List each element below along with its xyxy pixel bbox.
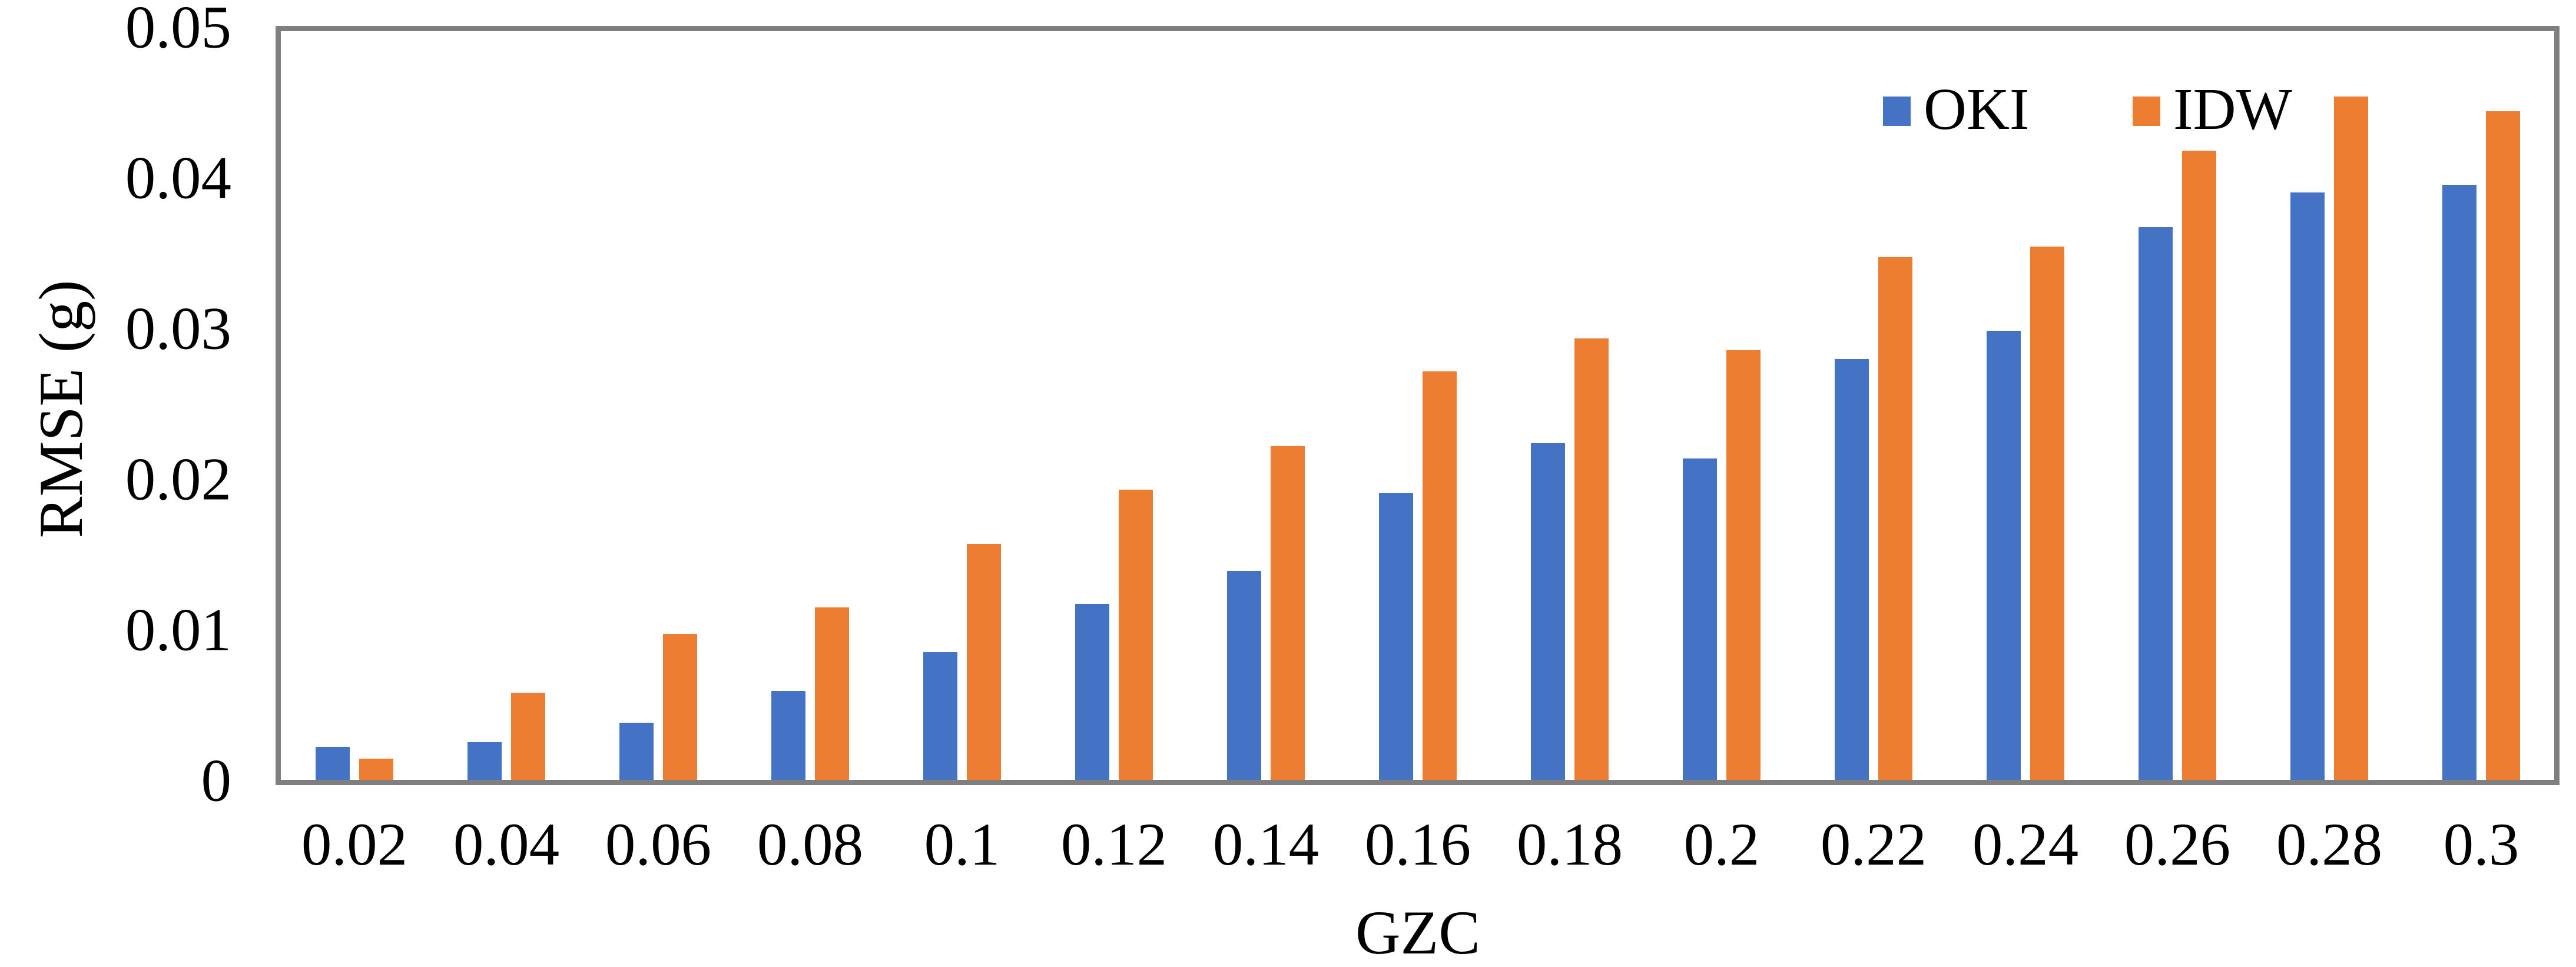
x-tick-label: 0.2 <box>1683 811 1760 878</box>
bar-oki-0.16 <box>1379 493 1413 780</box>
bar-idw-0.18 <box>1574 338 1609 780</box>
x-axis-title: GZC <box>1355 898 1480 967</box>
bar-oki-0.04 <box>468 742 502 780</box>
y-tick-label: 0.02 <box>125 445 231 513</box>
legend-label-idw: IDW <box>2173 75 2292 142</box>
bar-idw-0.02 <box>359 759 393 780</box>
x-tick-label: 0.26 <box>2124 811 2231 878</box>
legend-item-idw: IDW <box>2133 79 2292 138</box>
legend-label-oki: OKI <box>1924 75 2030 142</box>
bar-idw-0.26 <box>2182 151 2216 780</box>
bar-oki-0.22 <box>1835 359 1869 780</box>
x-tick-label: 0.06 <box>605 811 712 878</box>
y-tick-label: 0.05 <box>125 0 231 61</box>
bar-oki-0.24 <box>1987 331 2021 780</box>
bars-layer <box>281 31 2554 780</box>
bar-idw-0.04 <box>511 693 545 780</box>
bar-oki-0.26 <box>2139 227 2173 780</box>
y-tick-label: 0.04 <box>125 144 231 211</box>
x-tick-label: 0.16 <box>1364 811 1471 878</box>
bar-oki-0.08 <box>771 691 805 780</box>
bar-oki-0.14 <box>1227 571 1261 780</box>
bar-idw-0.2 <box>1726 350 1761 780</box>
y-tick-label: 0.01 <box>125 596 231 663</box>
legend-swatch-idw <box>2133 97 2160 126</box>
bar-oki-0.02 <box>316 747 350 780</box>
x-tick-label: 0.22 <box>1820 811 1927 878</box>
bar-idw-0.12 <box>1119 490 1153 780</box>
x-tick-label: 0.04 <box>453 811 560 878</box>
bar-oki-0.18 <box>1531 443 1565 780</box>
bar-oki-0.12 <box>1075 604 1109 780</box>
x-tick-label: 0.14 <box>1212 811 1320 878</box>
bar-oki-0.06 <box>619 723 654 780</box>
bar-oki-0.3 <box>2442 185 2476 780</box>
y-axis-title: RMSE (g) <box>26 280 95 539</box>
y-tick-label: 0 <box>201 746 232 814</box>
x-tick-label: 0.3 <box>2443 811 2519 878</box>
bar-oki-0.28 <box>2290 192 2325 780</box>
x-tick-label: 0.08 <box>757 811 864 878</box>
x-tick-label: 0.12 <box>1060 811 1168 878</box>
bar-idw-0.28 <box>2334 97 2368 780</box>
bar-idw-0.06 <box>663 634 697 780</box>
legend-swatch-oki <box>1883 97 1911 126</box>
bar-oki-0.1 <box>923 652 957 780</box>
bar-idw-0.16 <box>1423 371 1457 780</box>
bar-idw-0.1 <box>967 544 1001 780</box>
x-tick-label: 0.18 <box>1516 811 1623 878</box>
x-tick-label: 0.28 <box>2276 811 2383 878</box>
bar-idw-0.14 <box>1271 446 1305 780</box>
bar-idw-0.08 <box>815 607 849 780</box>
plot-area <box>276 26 2560 785</box>
bar-idw-0.24 <box>2030 247 2064 780</box>
x-tick-label: 0.02 <box>301 811 408 878</box>
y-tick-label: 0.03 <box>125 294 231 362</box>
x-tick-label: 0.1 <box>924 811 1000 878</box>
bar-idw-0.3 <box>2486 111 2520 780</box>
bar-oki-0.2 <box>1683 458 1717 780</box>
legend-item-oki: OKI <box>1883 79 2030 138</box>
x-tick-label: 0.24 <box>1972 811 2079 878</box>
bar-idw-0.22 <box>1878 257 1912 780</box>
